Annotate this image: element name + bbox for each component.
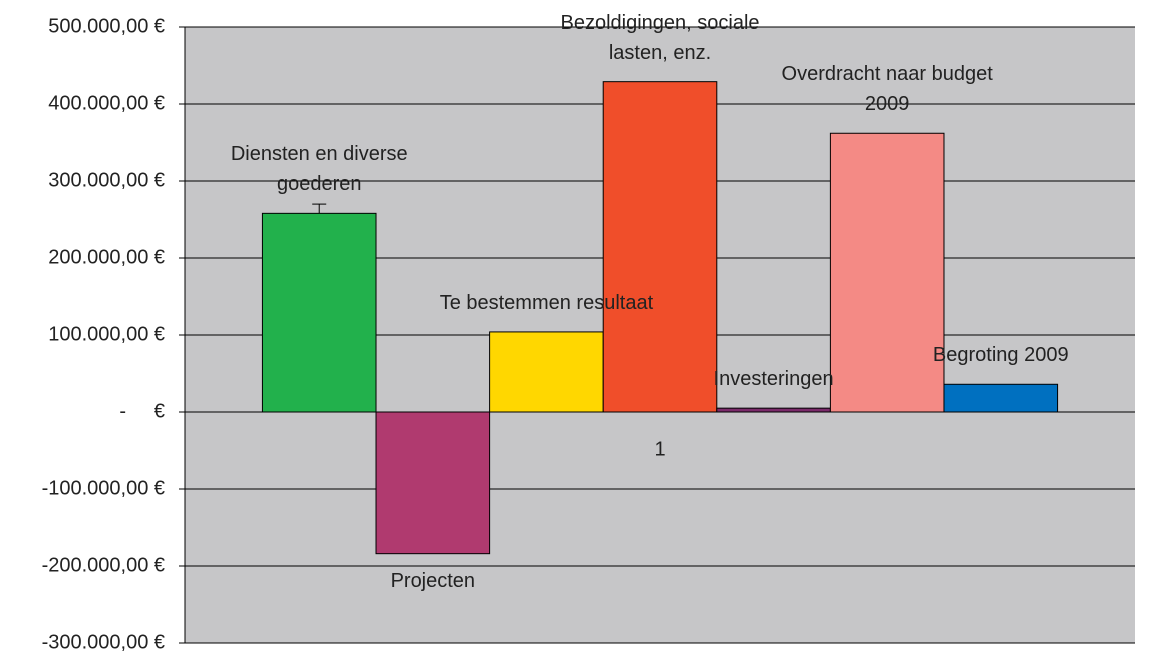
data-label: Projecten	[390, 569, 476, 592]
data-label: Overdracht naar budget 2009	[781, 63, 993, 116]
bar	[602, 81, 718, 413]
y-tick-label: 500.000,00 €	[48, 15, 165, 37]
y-tick-label: 200.000,00 €	[48, 246, 165, 268]
y-tick-label: -300.000,00 €	[42, 631, 165, 653]
bar	[261, 212, 377, 413]
y-tick-label: - €	[119, 400, 165, 422]
data-label: Te bestemmen resultaat	[439, 291, 654, 314]
data-label: Investeringen	[713, 368, 834, 391]
bar	[489, 331, 604, 413]
y-tick-label: -200.000,00 €	[42, 554, 165, 576]
data-label: Begroting 2009	[932, 344, 1069, 367]
y-tick-label: 400.000,00 €	[48, 92, 165, 114]
bar	[716, 407, 831, 413]
x-tick-label: 1	[654, 438, 665, 460]
y-tick-label: -100.000,00 €	[42, 477, 165, 499]
y-tick-label: 100.000,00 €	[48, 323, 165, 345]
y-tick-label: 300.000,00 €	[48, 169, 165, 191]
data-label: Bezoldigingen, sociale lasten, enz.	[560, 11, 760, 64]
bar	[943, 383, 1059, 413]
data-label: Diensten en diverse goederen	[230, 143, 408, 196]
bar	[829, 132, 945, 413]
bar	[375, 411, 491, 555]
